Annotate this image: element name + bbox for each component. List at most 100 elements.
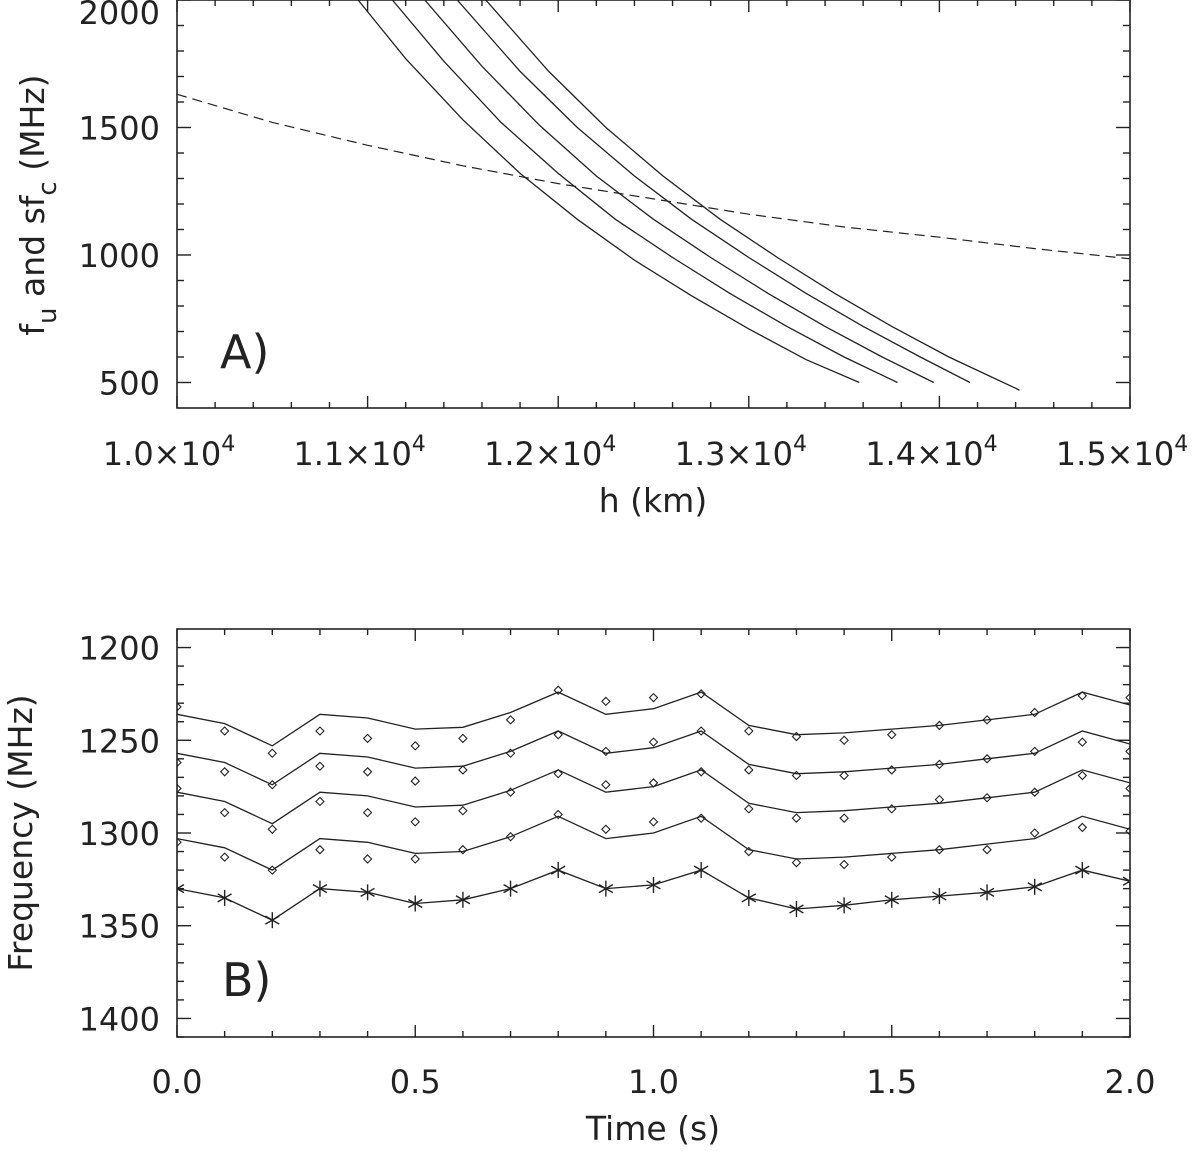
panel-b-diamond-point <box>934 794 945 805</box>
panel-b-diamond-point <box>315 844 325 855</box>
panel-b-diamond-point <box>934 720 945 731</box>
ylabel-units: (MHz) <box>13 74 52 181</box>
panel-b-star-stroke <box>789 904 804 914</box>
panel-b-diamond-point <box>362 807 373 818</box>
panel-b-star-stroke <box>1122 880 1130 886</box>
panel-b-diamond-point <box>1125 826 1130 836</box>
panel-b-diamond-point <box>791 857 802 868</box>
panel-b-star-stroke <box>646 880 661 890</box>
panel-b-star-stroke <box>217 893 232 903</box>
panel-b-xtick-label: 0.5 <box>390 1063 441 1101</box>
panel-a-frame <box>176 0 1131 409</box>
panel-b-star-stroke <box>598 884 614 894</box>
panel-b-diamond-point <box>410 817 421 827</box>
ylabel-subscript-u: u <box>33 307 63 323</box>
panel-b-star-stroke <box>407 898 423 909</box>
panel-b-diamond-point <box>315 726 325 736</box>
panel-b-star-point <box>407 895 423 912</box>
panel-b-star-stroke <box>550 865 566 875</box>
panel-b-diamond-point <box>791 813 802 823</box>
panel-b-diamond-point <box>458 765 468 775</box>
panel-a-ylabel: fu and sfc (MHz) <box>13 74 63 335</box>
panel-a-xtick-label: 1.2×104 <box>484 432 616 473</box>
panel-b-ticks: 0.0 0.5 1.0 1.5 2.0 1200 1250 1300 1350 1400 <box>79 629 1155 1101</box>
panel-b-star-point <box>455 891 471 908</box>
panel-b-diamond-point <box>886 804 897 814</box>
panel-b-star-point <box>789 901 804 918</box>
panel-b-diamond-point <box>1077 822 1088 833</box>
panel-b-diamond-point <box>267 824 278 835</box>
panel-b-diamond-point <box>648 737 659 747</box>
panel-b-star-stroke <box>455 895 471 905</box>
panel-b-star-point <box>979 884 995 901</box>
ylabel-subscript-c: c <box>33 181 63 195</box>
panel-b-diamond-point <box>982 844 992 855</box>
panel-b-diamond-point <box>886 852 897 862</box>
panel-b-star-point <box>693 862 709 879</box>
panel-b-star-stroke <box>312 884 328 894</box>
panel-b-diamond-point <box>696 689 706 699</box>
panel-b-star-stroke <box>360 887 375 897</box>
panel-a-xtick-label: 1.4×104 <box>865 432 997 473</box>
panel-a-ytick-label: 1000 <box>79 237 160 275</box>
panel-b-diamond-point <box>1029 828 1040 838</box>
panel-b-diamond-point <box>553 809 563 820</box>
panel-b-star-point <box>312 880 328 897</box>
panel-a-solid-curve-4 <box>456 0 971 384</box>
panel-b-star-stroke <box>979 887 995 897</box>
panel-b-diamond-point <box>553 685 563 695</box>
panel-a-ytick-label: 2000 <box>79 0 160 32</box>
panel-b-ytick-label: 1300 <box>79 815 160 853</box>
panel-b-diamond-point <box>505 831 516 842</box>
panel-b-diamond-point <box>458 844 468 855</box>
panel-b-model-line-2 <box>177 730 1130 786</box>
panel-b-xlabel: Time (s) <box>585 1109 720 1148</box>
panel-b-ytick-label: 1250 <box>79 722 160 760</box>
panel-a-xtick-label: 1.1×104 <box>293 432 425 473</box>
panel-b-star-point <box>177 880 185 897</box>
panel-b-diamond-point <box>315 761 325 772</box>
panel-b-star-point <box>265 912 280 929</box>
panel-b-diamond-point <box>601 746 611 757</box>
panel-a-xtick-label: 1.0×104 <box>103 432 235 473</box>
panel-b-diamond-point <box>601 824 611 835</box>
panel-b-diamond-point <box>744 765 754 775</box>
panel-b-star-stroke <box>1075 865 1090 875</box>
panel-b-diamond-point <box>1029 746 1040 757</box>
panel-b-diamond-point <box>219 726 230 736</box>
panel-b-star-stroke <box>884 895 900 905</box>
panel-b-ytick-label: 1200 <box>79 630 160 668</box>
panel-b-diamond-point <box>1125 692 1130 703</box>
panel-b-star-point <box>884 891 900 908</box>
panel-b-diamond-point <box>362 733 373 744</box>
panel-b-xtick-label: 0.0 <box>152 1063 203 1101</box>
panel-b-model-line-4 <box>177 815 1130 871</box>
panel-b-diamond-point <box>1077 737 1088 747</box>
panel-b-diamond-point <box>744 846 754 857</box>
panel-b-diamond-point <box>934 759 945 770</box>
panel-b-ytick-label: 1350 <box>79 908 160 946</box>
panel-b-diamond-point <box>839 770 849 781</box>
panel-b-diamond-point <box>1125 746 1130 757</box>
panel-b-diamond-point <box>362 854 373 864</box>
panel-b-star-point <box>503 880 518 897</box>
panel-b-diamond-point <box>696 726 706 736</box>
panel-b-diamond-point <box>791 731 802 742</box>
panel-b-diamond-point <box>315 796 325 807</box>
panel-a-solid-curve-3 <box>424 0 934 384</box>
panel-b-ytick-label: 1400 <box>79 1000 160 1038</box>
panel-b-star-point <box>217 889 232 906</box>
panel-b-diamond-point <box>1077 690 1088 701</box>
panel-b-star-point <box>1122 873 1130 890</box>
panel-b-diamond-point <box>648 778 659 788</box>
panel-b-star-point <box>598 880 614 897</box>
panel-b-diamond-point <box>982 715 992 725</box>
panel-b-star-stroke <box>503 884 518 894</box>
panel-b-diamond-point <box>648 817 659 827</box>
panel-b-diamond-point <box>1125 783 1130 794</box>
panel-b-diamond-point <box>219 807 230 818</box>
panel-b-diamond-point <box>267 780 278 790</box>
panel-a-xtick-label: 1.3×104 <box>675 432 807 473</box>
panel-b-diamond-point <box>839 735 849 746</box>
panel-b-diamond-point <box>410 854 421 864</box>
